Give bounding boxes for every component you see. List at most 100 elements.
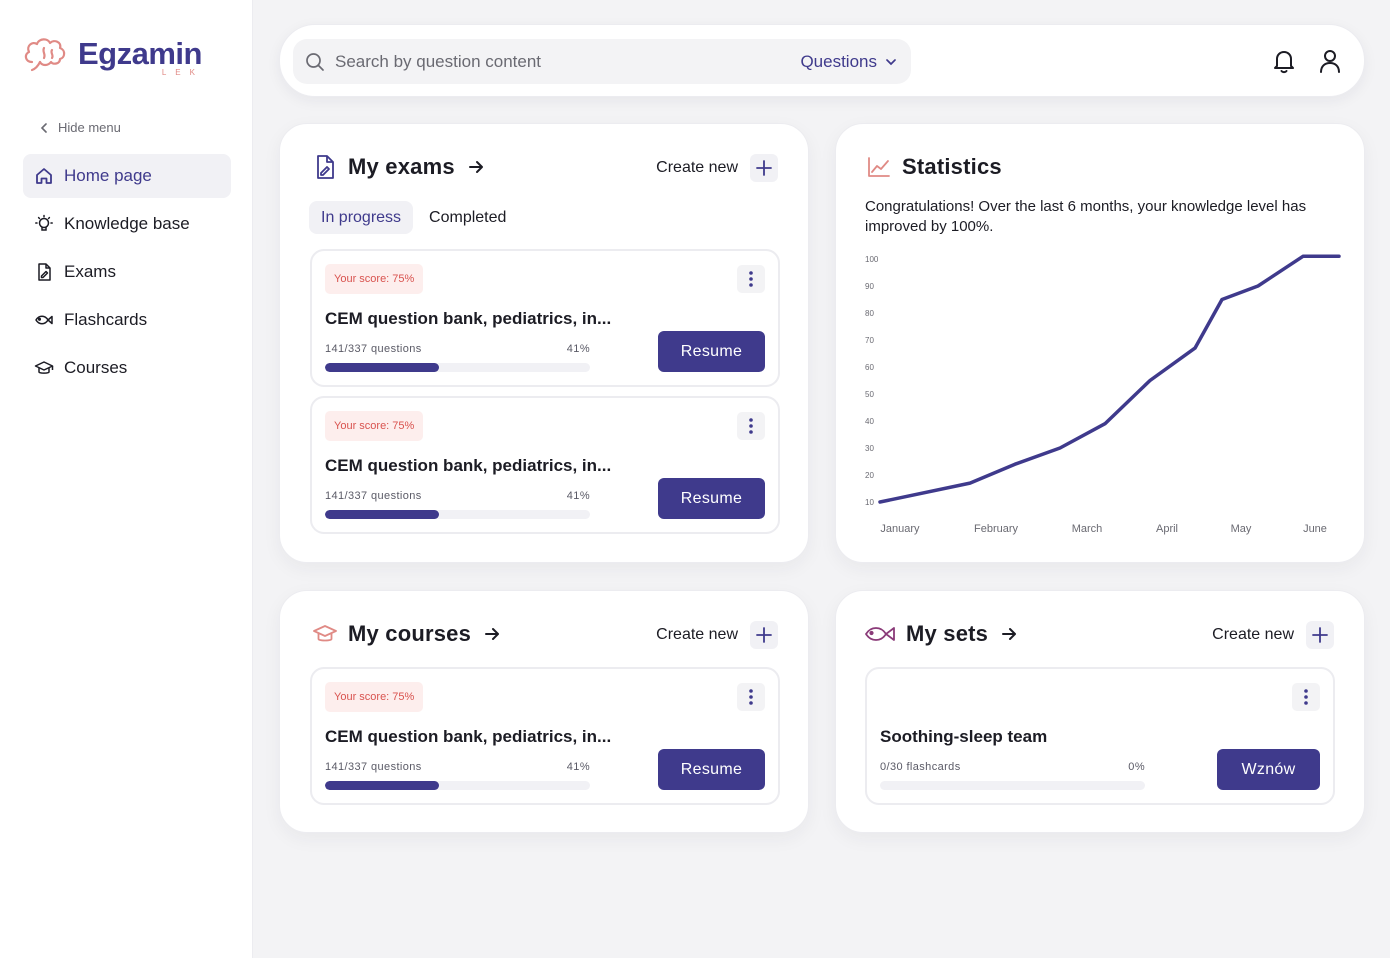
logo[interactable]: Egzamin LEK — [22, 36, 202, 77]
more-options-button[interactable] — [1292, 683, 1320, 711]
fish-icon — [35, 315, 53, 325]
progress-bar — [325, 781, 590, 790]
kebab-menu-icon — [749, 418, 753, 434]
chevron-down-icon — [886, 58, 896, 65]
course-item[interactable]: Your score: 75% CEM question bank, pedia… — [310, 667, 780, 805]
sidebar: Egzamin LEK Hide menu Home page Knowledg… — [0, 0, 253, 958]
progress-bar — [880, 781, 1145, 790]
hide-menu-button[interactable]: Hide menu — [38, 120, 121, 135]
kebab-menu-icon — [749, 689, 753, 705]
y-tick-label: 20 — [865, 471, 874, 480]
set-item[interactable]: Soothing-sleep team 0/30 flashcards 0% W… — [865, 667, 1335, 805]
exam-title: CEM question bank, pediatrics, in... — [325, 309, 612, 328]
set-progress-meta: 0/30 flashcards 0% — [880, 761, 1145, 773]
logo-subtitle: LEK — [161, 68, 204, 77]
graduation-cap-icon — [34, 361, 54, 374]
resume-button[interactable]: Wznów — [1217, 749, 1320, 790]
tab-in-progress[interactable]: In progress — [309, 201, 414, 234]
question-count: 141/337 questions — [325, 343, 422, 355]
plus-button[interactable] — [1306, 621, 1334, 649]
exam-icon — [38, 263, 51, 281]
plus-icon — [756, 627, 772, 643]
progress-fill — [325, 363, 439, 372]
more-options-button[interactable] — [737, 265, 765, 293]
exam-progress-meta: 141/337 questions 41% — [325, 490, 590, 502]
my-courses-card: My courses Create new Your score: 75% CE… — [279, 590, 809, 833]
progress-fill — [325, 781, 439, 790]
my-courses-title: My courses — [348, 621, 472, 646]
resume-button[interactable]: Resume — [658, 478, 765, 519]
progress-percent: 41% — [566, 761, 590, 773]
create-new-label: Create new — [1212, 626, 1294, 643]
x-tick-label: February — [974, 523, 1019, 535]
sidebar-item-knowledge-base[interactable]: Knowledge base — [23, 202, 231, 246]
exam-tabs: In progress Completed — [309, 201, 522, 234]
top-bar: Questions — [279, 24, 1365, 97]
score-badge: Your score: 75% — [325, 682, 424, 712]
y-tick-label: 80 — [865, 309, 874, 318]
y-tick-label: 70 — [865, 336, 874, 345]
graduation-cap-icon — [313, 625, 337, 642]
logo-wordmark: Egzamin — [78, 36, 202, 71]
exam-title: CEM question bank, pediatrics, in... — [325, 456, 612, 475]
y-tick-label: 40 — [865, 417, 874, 426]
create-new-label: Create new — [656, 626, 738, 643]
tab-completed[interactable]: Completed — [429, 208, 507, 226]
score-badge: Your score: 75% — [325, 411, 424, 441]
kebab-menu-icon — [1304, 689, 1308, 705]
search-scope-dropdown[interactable]: Questions — [800, 39, 897, 84]
x-tick-label: March — [1072, 523, 1103, 535]
question-count: 141/337 questions — [325, 761, 422, 773]
exam-item[interactable]: Your score: 75% CEM question bank, pedia… — [310, 249, 780, 387]
sidebar-item-home[interactable]: Home page — [23, 154, 231, 198]
my-sets-header[interactable]: My sets — [864, 621, 1018, 647]
exam-item[interactable]: Your score: 75% CEM question bank, pedia… — [310, 396, 780, 534]
course-progress-meta: 141/337 questions 41% — [325, 761, 590, 773]
my-courses-header[interactable]: My courses — [312, 621, 501, 647]
resume-button[interactable]: Resume — [658, 331, 765, 372]
exam-progress-meta: 141/337 questions 41% — [325, 343, 590, 355]
statistics-header: Statistics — [866, 154, 1002, 180]
search-bar: Questions — [293, 39, 911, 84]
create-exam-button[interactable]: Create new — [656, 154, 778, 182]
y-tick-label: 30 — [865, 444, 874, 453]
chart-line-icon — [868, 157, 890, 177]
user-icon[interactable] — [1316, 47, 1344, 75]
progress-percent: 0% — [1128, 761, 1145, 773]
resume-button[interactable]: Resume — [658, 749, 765, 790]
sidebar-item-flashcards[interactable]: Flashcards — [23, 298, 231, 342]
brain-logo-icon — [24, 38, 66, 72]
create-set-button[interactable]: Create new — [1212, 621, 1334, 649]
more-options-button[interactable] — [737, 412, 765, 440]
bell-icon[interactable] — [1270, 47, 1298, 75]
statistics-line-chart: 10 20 30 40 50 60 70 80 90 100 January February Marc… — [865, 254, 1341, 535]
x-tick-label: January — [880, 523, 920, 535]
sidebar-item-label: Knowledge base — [64, 214, 190, 233]
create-course-button[interactable]: Create new — [656, 621, 778, 649]
search-input[interactable] — [335, 51, 765, 72]
x-tick-label: June — [1303, 523, 1327, 535]
create-new-label: Create new — [656, 159, 738, 176]
sidebar-item-label: Flashcards — [64, 310, 148, 329]
plus-button[interactable] — [750, 154, 778, 182]
progress-fill — [325, 510, 439, 519]
sidebar-item-exams[interactable]: Exams — [23, 250, 231, 294]
search-icon — [306, 52, 324, 71]
flashcard-count: 0/30 flashcards — [880, 761, 961, 773]
chevron-left-icon — [40, 122, 47, 133]
my-exams-header[interactable]: My exams — [312, 154, 485, 180]
progress-bar — [325, 363, 590, 372]
series-line — [878, 254, 1341, 504]
exam-icon — [317, 155, 334, 179]
more-options-button[interactable] — [737, 683, 765, 711]
sidebar-item-courses[interactable]: Courses — [23, 346, 231, 390]
sidebar-nav: Home page Knowledge base Exams Flashcard… — [23, 154, 231, 394]
set-title: Soothing-sleep team — [880, 727, 1048, 746]
kebab-menu-icon — [749, 271, 753, 287]
search-scope-label: Questions — [800, 51, 877, 71]
arrow-right-icon — [468, 161, 483, 173]
hide-menu-label: Hide menu — [58, 120, 121, 135]
fish-icon — [865, 627, 895, 641]
plus-button[interactable] — [750, 621, 778, 649]
progress-bar — [325, 510, 590, 519]
